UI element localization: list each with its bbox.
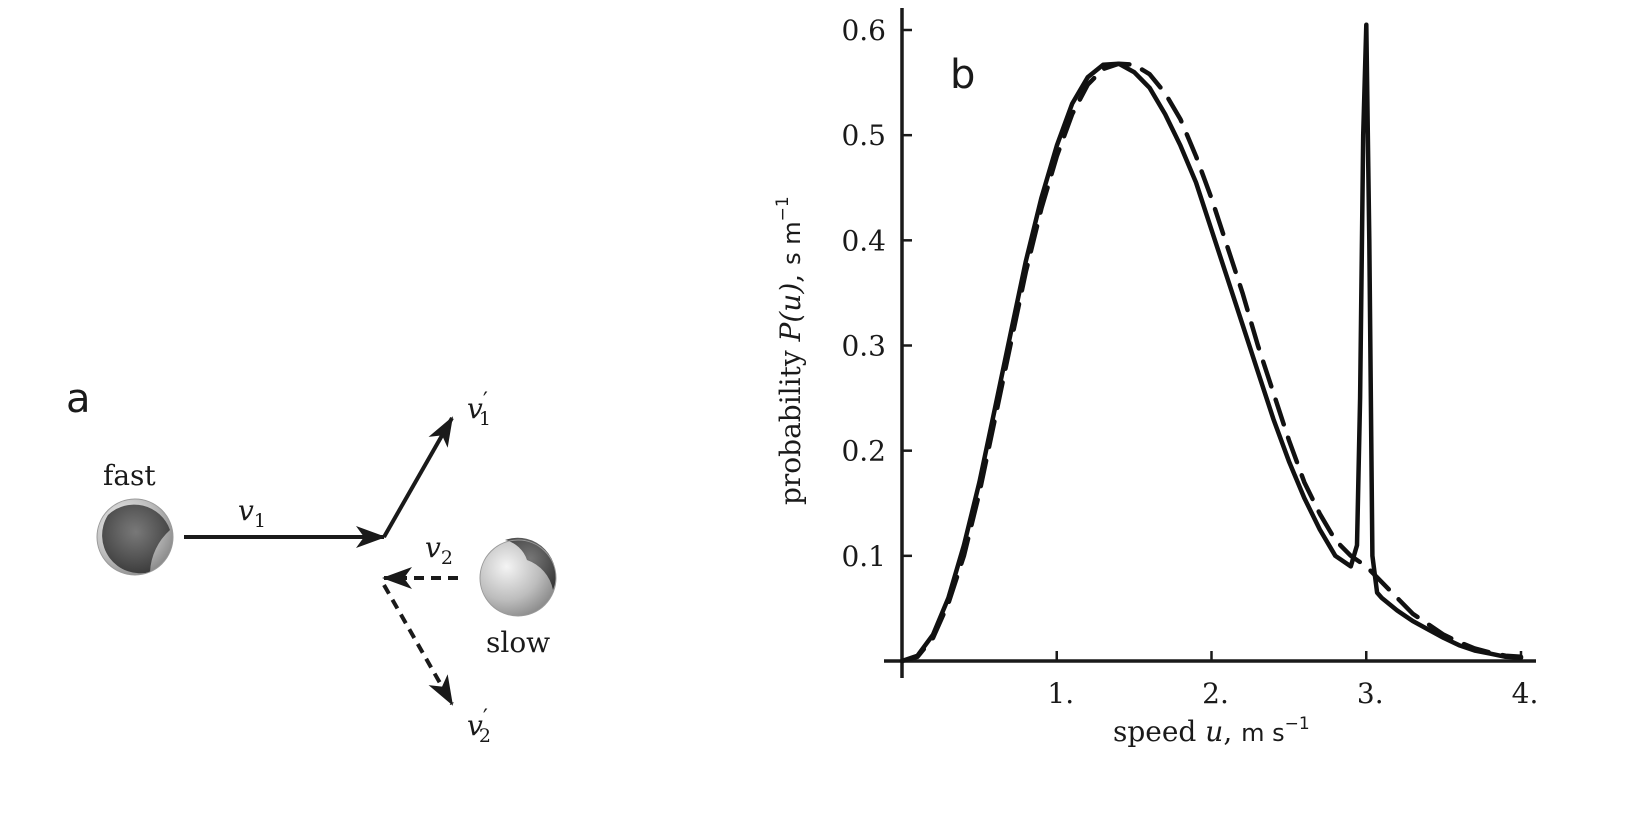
panel-b: b 0.1 0.2 0.3 0.4 0.5 0.6 1. 2. 3. 4. speed u, m …	[773, 8, 1538, 748]
panel-a-label: a	[66, 376, 91, 422]
y-tick-label: 0.3	[841, 330, 886, 363]
panel-b-label: b	[950, 52, 975, 98]
x-tick-label: 2.	[1202, 677, 1229, 710]
fast-ball	[96, 498, 174, 576]
v1-prime-label: v′ 1	[467, 389, 491, 430]
y-axis-label: probability P(u), s m−1	[773, 196, 807, 505]
fast-label: fast	[103, 459, 156, 492]
y-tick-label: 0.5	[841, 119, 886, 152]
plot-area: 0.1 0.2 0.3 0.4 0.5 0.6 1. 2. 3. 4.	[841, 8, 1538, 710]
v2-prime-arrow	[382, 584, 454, 706]
v1-prime-arrow	[382, 416, 454, 538]
x-tick-label: 4.	[1512, 677, 1539, 710]
panel-a: a fast v1 v′ 1 slow v2 v′ 2	[66, 376, 557, 747]
y-tick-label: 0.6	[841, 14, 886, 47]
x-tick-label: 3.	[1357, 677, 1384, 710]
v2-prime-label: v′ 2	[467, 706, 491, 747]
y-tick-label: 0.4	[841, 224, 886, 257]
series-line-solid	[899, 22, 1524, 664]
slow-ball	[479, 537, 557, 617]
v2-label: v2	[425, 531, 453, 569]
series-line-dashed	[899, 61, 1524, 664]
v1-label: v1	[238, 494, 266, 532]
slow-label: slow	[486, 626, 550, 659]
y-tick-label: 0.2	[841, 435, 886, 468]
x-tick-label: 1.	[1047, 677, 1074, 710]
y-tick-label: 0.1	[841, 540, 886, 573]
x-axis-label: speed u, m s−1	[1113, 714, 1310, 748]
